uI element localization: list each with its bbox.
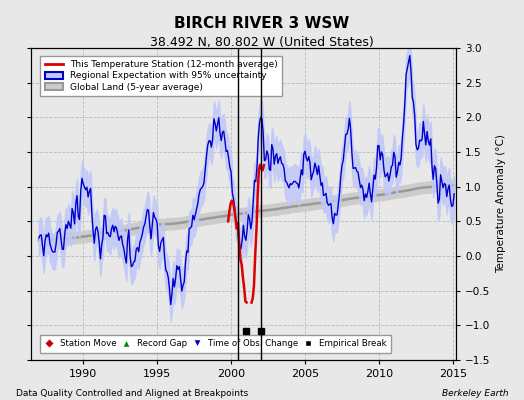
Y-axis label: Temperature Anomaly (°C): Temperature Anomaly (°C) [496, 134, 506, 274]
Text: BIRCH RIVER 3 WSW: BIRCH RIVER 3 WSW [174, 16, 350, 31]
Text: Berkeley Earth: Berkeley Earth [442, 389, 508, 398]
Legend: Station Move, Record Gap, Time of Obs. Change, Empirical Break: Station Move, Record Gap, Time of Obs. C… [40, 335, 391, 352]
Text: 38.492 N, 80.802 W (United States): 38.492 N, 80.802 W (United States) [150, 36, 374, 49]
Text: Data Quality Controlled and Aligned at Breakpoints: Data Quality Controlled and Aligned at B… [16, 389, 248, 398]
